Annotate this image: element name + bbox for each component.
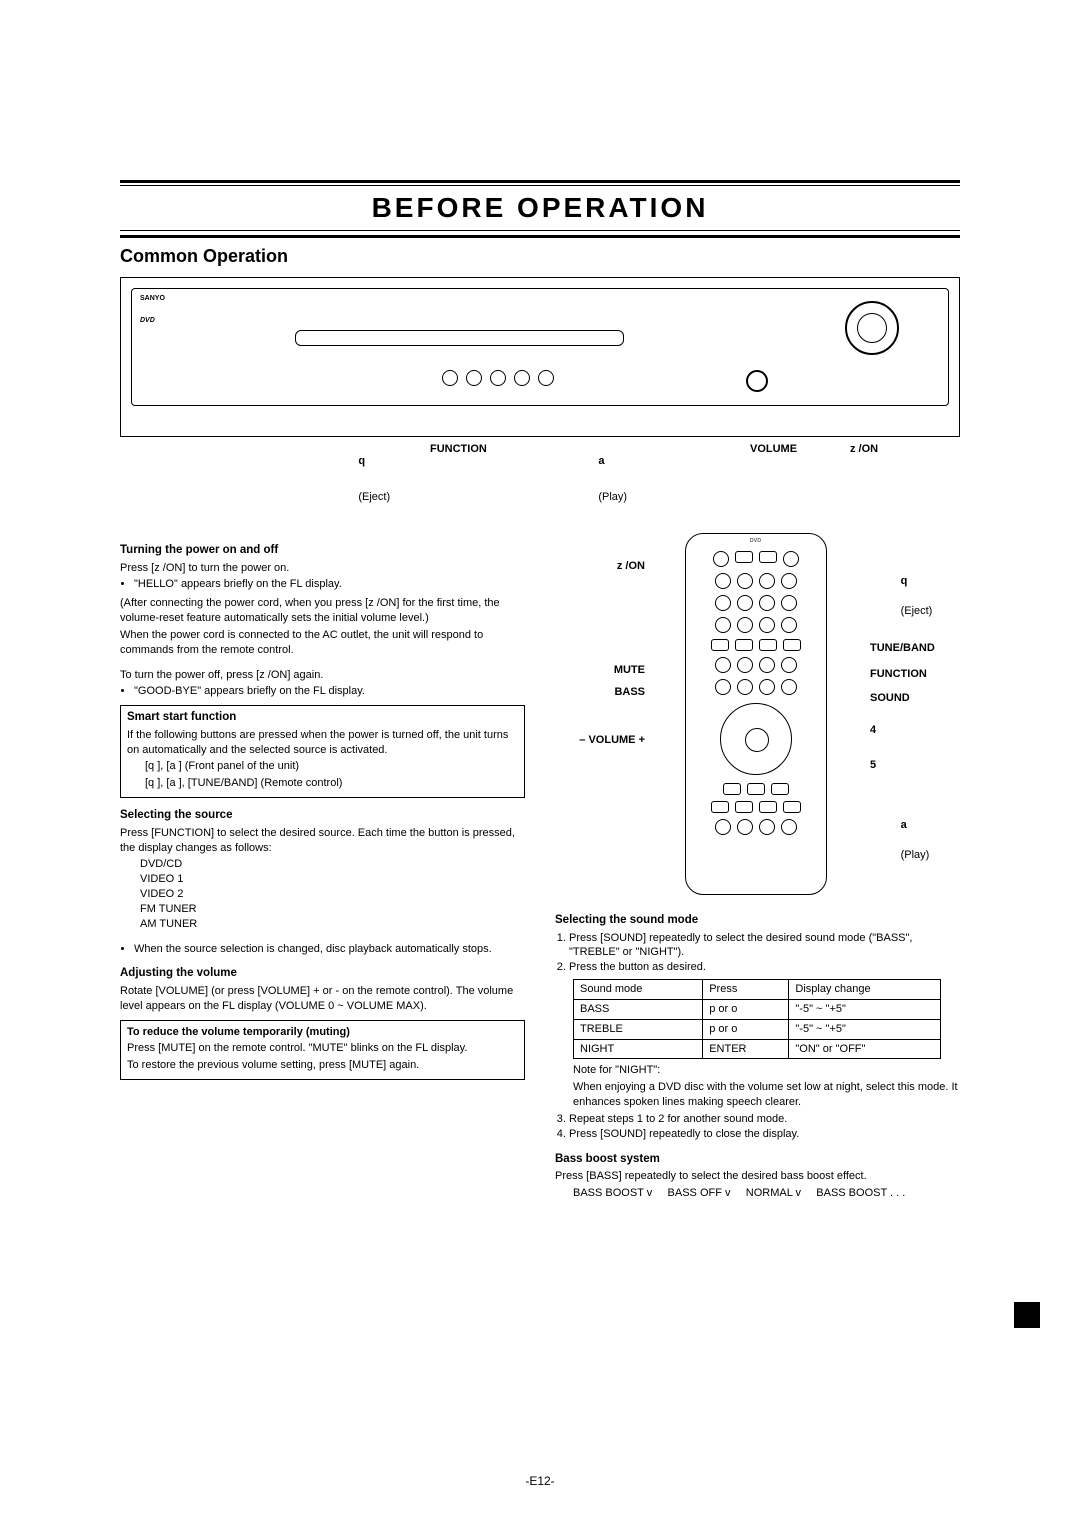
bass-text: Press [BASS] repeatedly to select the de… — [555, 1169, 960, 1184]
smart-heading: Smart start function — [127, 710, 518, 726]
function-label: FUNCTION — [430, 443, 580, 515]
night-note-text: When enjoying a DVD disc with the volume… — [573, 1080, 960, 1110]
on-label: z /ON — [850, 443, 878, 515]
source-text: Press [FUNCTION] to select the desired s… — [120, 826, 525, 856]
page-number: -E12- — [0, 1474, 1080, 1488]
table-header: Sound mode — [574, 980, 703, 1000]
remote-bass-label: BASS — [555, 685, 645, 700]
eject-sub: (Eject) — [358, 491, 390, 503]
remote-four-label: 4 — [870, 723, 960, 738]
power-text: (After connecting the power cord, when y… — [120, 596, 525, 626]
table-header: Display change — [789, 980, 940, 1000]
mute-heading: To reduce the volume temporarily (muting… — [127, 1026, 350, 1038]
remote-sound-label: SOUND — [870, 691, 960, 706]
power-text: Press [z /ON] to turn the power on. — [120, 561, 525, 576]
power-text: To turn the power off, press [z /ON] aga… — [120, 668, 525, 683]
bass-sequence: BASS BOOST v BASS OFF v NORMAL v BASS BO… — [573, 1186, 960, 1201]
table-cell: ENTER — [703, 1039, 789, 1059]
source-item: DVD/CD — [140, 857, 525, 872]
mute-text: To restore the previous volume setting, … — [127, 1058, 518, 1073]
mute-text: Press [MUTE] on the remote control. "MUT… — [127, 1041, 518, 1056]
table-cell: "-5" ~ "+5" — [789, 999, 940, 1019]
remote-eject-label: q — [901, 575, 908, 587]
remote-play-sub: (Play) — [901, 849, 930, 861]
power-heading: Turning the power on and off — [120, 543, 525, 559]
volume-heading: Adjusting the volume — [120, 966, 525, 982]
table-cell: BASS — [574, 999, 703, 1019]
table-cell: p or o — [703, 1019, 789, 1039]
source-item: VIDEO 1 — [140, 872, 525, 887]
device-illustration: SANYO DVD — [120, 277, 960, 437]
table-cell: NIGHT — [574, 1039, 703, 1059]
corner-tab — [1014, 1302, 1040, 1328]
power-bullet: "HELLO" appears briefly on the FL displa… — [134, 577, 525, 592]
source-item: FM TUNER — [140, 902, 525, 917]
sound-step: Press [SOUND] repeatedly to select the d… — [569, 931, 960, 961]
remote-mute-label: MUTE — [555, 663, 645, 678]
smart-text: If the following buttons are pressed whe… — [127, 728, 518, 758]
smart-text: [q ], [a ] (Front panel of the unit) — [145, 759, 518, 774]
remote-eject-sub: (Eject) — [901, 605, 933, 617]
table-cell: "-5" ~ "+5" — [789, 1019, 940, 1039]
smart-text: [q ], [a ], [TUNE/BAND] (Remote control) — [145, 776, 518, 791]
sound-step: Press [SOUND] repeatedly to close the di… — [569, 1127, 960, 1142]
remote-five-label: 5 — [870, 758, 960, 773]
bass-heading: Bass boost system — [555, 1152, 960, 1168]
table-cell: TREBLE — [574, 1019, 703, 1039]
table-header: Press — [703, 980, 789, 1000]
sound-step: Repeat steps 1 to 2 for another sound mo… — [569, 1112, 960, 1127]
night-note-heading: Note for "NIGHT": — [573, 1063, 960, 1078]
source-heading: Selecting the source — [120, 808, 525, 824]
table-cell: p or o — [703, 999, 789, 1019]
remote-play-label: a — [901, 819, 907, 831]
device-label-row: q (Eject) FUNCTION a (Play) VOLUME z /ON — [120, 443, 960, 515]
remote-illustration: DVD z /ON MUTE BASS – VOLUME — [555, 533, 960, 903]
source-item: VIDEO 2 — [140, 887, 525, 902]
source-item: AM TUNER — [140, 917, 525, 932]
play-label: a — [598, 455, 604, 467]
page-title: BEFORE OPERATION — [120, 192, 960, 224]
play-sub: (Play) — [598, 491, 627, 503]
right-column: DVD z /ON MUTE BASS – VOLUME — [555, 533, 960, 1203]
sound-step: Press the button as desired. — [569, 960, 960, 975]
sound-heading: Selecting the sound mode — [555, 913, 960, 929]
volume-label: VOLUME — [750, 443, 850, 515]
section-heading: Common Operation — [120, 246, 960, 267]
remote-on-label: z /ON — [555, 559, 645, 574]
remote-tuneband-label: TUNE/BAND — [870, 641, 960, 656]
remote-function-label: FUNCTION — [870, 667, 960, 682]
sound-mode-table: Sound mode Press Display change BASS p o… — [573, 979, 941, 1059]
volume-text: Rotate [VOLUME] (or press [VOLUME] + or … — [120, 984, 525, 1014]
table-cell: "ON" or "OFF" — [789, 1039, 940, 1059]
left-column: Turning the power on and off Press [z /O… — [120, 533, 525, 1203]
source-bullet: When the source selection is changed, di… — [134, 942, 525, 957]
remote-volume-label: – VOLUME + — [555, 733, 645, 748]
eject-label: q — [358, 455, 365, 467]
power-bullet: "GOOD-BYE" appears briefly on the FL dis… — [134, 684, 525, 699]
power-text: When the power cord is connected to the … — [120, 628, 525, 658]
